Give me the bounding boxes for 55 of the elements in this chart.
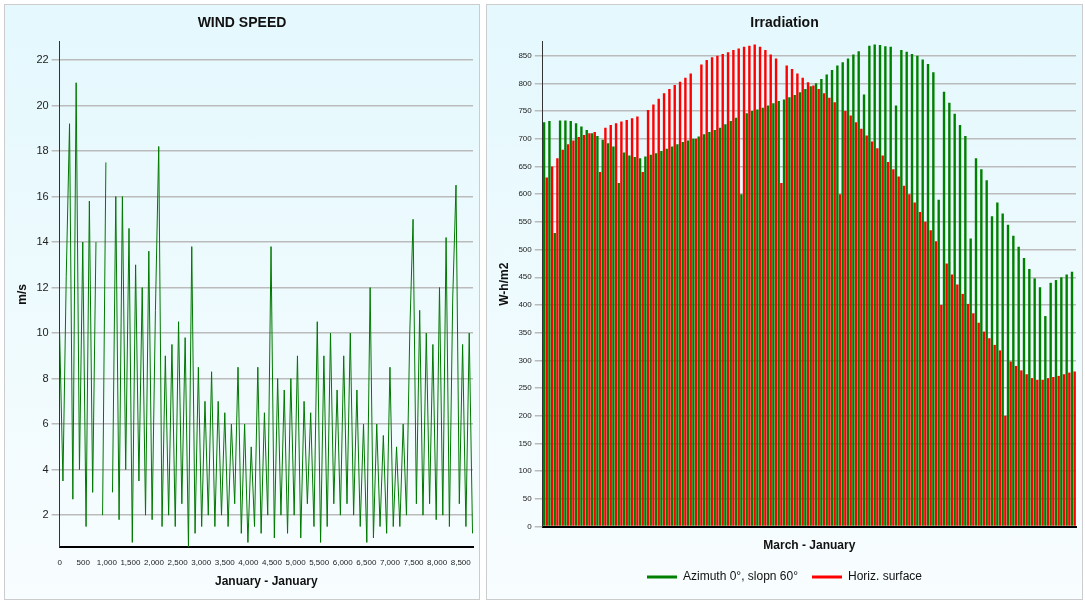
y-tick-label: 650	[518, 161, 533, 171]
y-axis-title: m/s	[14, 283, 29, 305]
y-tick-label: 450	[518, 272, 533, 282]
x-tick-label: 4,000	[238, 558, 259, 567]
x-tick-label: 1,500	[120, 558, 141, 567]
y-tick-label: 350	[518, 327, 533, 337]
y-tick-label: 22	[36, 53, 49, 66]
y-tick-label: 18	[36, 144, 49, 157]
y-tick-label: 0	[527, 521, 533, 531]
y-tick-label: 250	[518, 383, 533, 393]
x-tick-label: 8,000	[427, 558, 448, 567]
x-axis-title: January - January	[214, 574, 318, 589]
y-tick-label: 8	[42, 371, 49, 384]
y-tick-label: 600	[518, 189, 533, 199]
x-tick-label: 3,000	[191, 558, 212, 567]
y-tick-label: 2	[42, 508, 49, 521]
x-tick-label: 4,500	[261, 558, 283, 567]
y-tick-label: 500	[518, 244, 533, 254]
y-tick-label: 850	[518, 50, 533, 60]
y-tick-label: 20	[36, 98, 49, 111]
y-tick-label: 800	[518, 78, 533, 88]
x-tick-label: 2,000	[144, 558, 165, 567]
y-tick-label: 300	[518, 355, 533, 365]
y-tick-label: 14	[36, 235, 49, 248]
y-tick-label: 550	[518, 217, 533, 227]
legend-label: Azimuth 0°, slopn 60°	[682, 569, 799, 584]
y-tick-label: 100	[518, 466, 533, 476]
x-tick-label: 7,500	[403, 558, 425, 567]
x-axis-title: March - January	[763, 538, 856, 553]
x-tick-label: 2,500	[167, 558, 189, 567]
x-tick-label: 5,000	[285, 558, 307, 567]
y-tick-label: 6	[42, 417, 49, 430]
x-tick-label: 7,000	[379, 558, 401, 567]
x-tick-label: 6,500	[356, 558, 377, 567]
legend-label: Horiz. surface	[847, 569, 923, 584]
chart-title: Irradiation	[750, 14, 819, 31]
y-axis-title: W-h/m2	[496, 262, 511, 306]
y-tick-label: 50	[522, 494, 533, 504]
y-tick-label: 12	[36, 280, 49, 293]
x-tick-label: 5,500	[309, 558, 330, 567]
x-tick-label: 8,500	[450, 558, 472, 567]
x-tick-label: 6,000	[332, 558, 354, 567]
y-tick-label: 16	[36, 189, 49, 202]
x-tick-label: 500	[76, 558, 91, 567]
y-tick-label: 200	[518, 410, 533, 420]
chart-title: WIND SPEED	[197, 14, 287, 31]
y-tick-label: 400	[518, 300, 533, 310]
y-tick-label: 4	[42, 462, 49, 475]
x-tick-label: 1,000	[96, 558, 118, 567]
x-tick-label: 0	[57, 558, 63, 567]
y-tick-label: 10	[36, 326, 49, 339]
y-tick-label: 700	[518, 133, 533, 143]
y-tick-label: 150	[518, 438, 533, 448]
y-tick-label: 750	[518, 106, 533, 116]
x-tick-label: 3,500	[214, 558, 236, 567]
